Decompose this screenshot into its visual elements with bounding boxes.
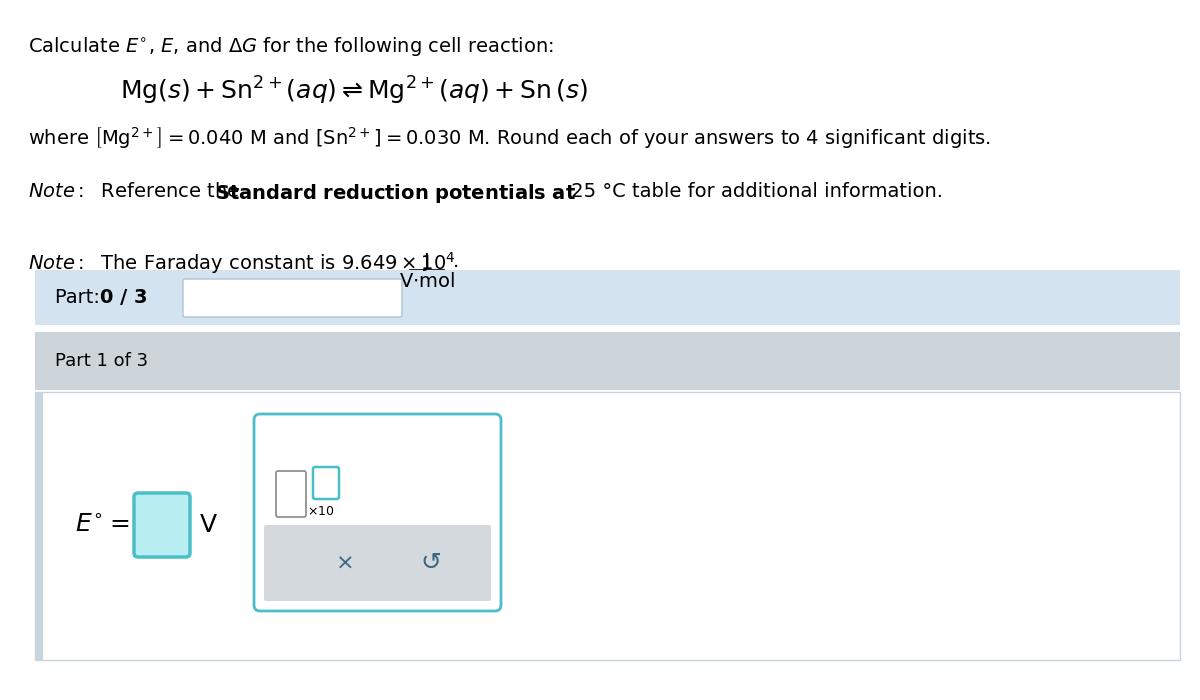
FancyBboxPatch shape [276,471,306,517]
Text: $\mathit{Note:}$  The Faraday constant is $9.649 \times 10^{4}$: $\mathit{Note:}$ The Faraday constant is… [28,250,456,276]
Bar [35,332,1180,390]
Text: Calculate $E^{\circ}$, $E$, and $\Delta G$ for the following cell reaction:: Calculate $E^{\circ}$, $E$, and $\Delta … [28,35,553,58]
Bar [35,270,1180,325]
Text: $\times$10: $\times$10 [307,505,335,518]
FancyBboxPatch shape [264,525,491,601]
Text: 0 / 3: 0 / 3 [100,288,148,307]
Text: V: V [200,513,217,537]
Text: $\mathit{Note:}$  Reference the: $\mathit{Note:}$ Reference the [28,182,240,201]
Text: $\mathrm{Mg}(s) + \mathrm{Sn}^{2+}(aq) \rightleftharpoons \mathrm{Mg}^{2+}(aq) +: $\mathrm{Mg}(s) + \mathrm{Sn}^{2+}(aq) \… [120,75,588,107]
Text: ↺: ↺ [420,551,442,575]
Text: J: J [424,252,430,271]
Text: $E^{\circ} =$: $E^{\circ} =$ [74,513,130,537]
Bar [35,392,1180,660]
Text: 25 °C table for additional information.: 25 °C table for additional information. [565,182,943,201]
Text: Part:: Part: [55,288,106,307]
FancyBboxPatch shape [182,279,402,317]
FancyBboxPatch shape [254,414,502,611]
FancyBboxPatch shape [313,467,340,499]
Bar [35,392,43,660]
Text: V$\cdot$mol: V$\cdot$mol [398,272,455,291]
FancyBboxPatch shape [134,493,190,557]
Text: where $\left[\mathrm{Mg}^{2+}\right] = 0.040$ M and $\left[\mathrm{Sn}^{2+}\righ: where $\left[\mathrm{Mg}^{2+}\right] = 0… [28,125,991,151]
Text: .: . [454,252,460,271]
Text: $\times$: $\times$ [335,553,353,573]
Text: $\mathbf{Standard\ reduction\ potentials\ at}$: $\mathbf{Standard\ reduction\ potentials… [215,182,576,205]
Text: Part 1 of 3: Part 1 of 3 [55,352,148,370]
